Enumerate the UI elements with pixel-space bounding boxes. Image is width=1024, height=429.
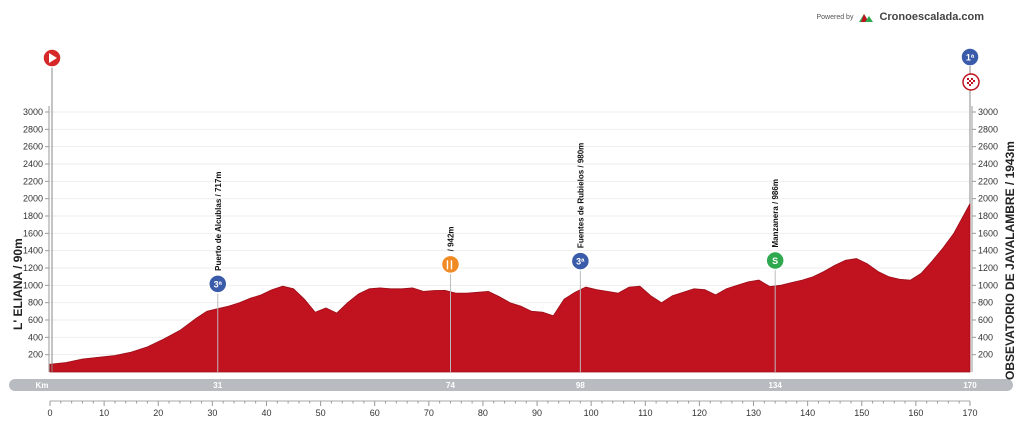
marker-label: / 942m <box>446 226 455 251</box>
y-tick-label: 2800 <box>978 124 998 134</box>
feed-zone-glyph <box>446 260 453 270</box>
x-tick-label: 50 <box>316 408 326 418</box>
x-tick-label: 60 <box>370 408 380 418</box>
marker-label: Manzanera / 986m <box>771 179 780 247</box>
profile-area <box>49 203 971 373</box>
km-bar-background <box>9 379 1013 391</box>
marker-category: 1ª <box>966 53 975 63</box>
sprint-icon <box>765 250 785 271</box>
x-tick-label: 40 <box>261 408 271 418</box>
km-bar: Km 31 74 98 134 170 <box>9 379 1013 391</box>
marker-label: Puerto de Alcublas / 717m <box>214 172 223 271</box>
y-tick-label: 2600 <box>23 142 43 152</box>
mountain-logo-icon <box>859 13 874 22</box>
y-tick-label: 2800 <box>23 124 43 134</box>
y-tick-label: 2400 <box>23 159 43 169</box>
y-tick-label: 1400 <box>978 246 998 256</box>
y-tick-label: 2400 <box>978 159 998 169</box>
start-location-label: L' ELIANA / 90m <box>11 238 25 330</box>
y-tick-label: 2000 <box>978 194 998 204</box>
finish-flag-check <box>969 80 971 82</box>
y-tick-label: 2200 <box>978 176 998 186</box>
finish-flag-check <box>971 82 973 84</box>
x-tick-label: 20 <box>153 408 163 418</box>
y-tick-label: 1600 <box>978 228 998 238</box>
y-tick-label: 3000 <box>978 107 998 117</box>
feed-icon <box>440 254 461 275</box>
endpoint-labels: L' ELIANA / 90m OBSEVATORIO DE JAVALAMBR… <box>11 141 1017 380</box>
x-tick-label: 140 <box>800 408 815 418</box>
finish-location-label: OBSEVATORIO DE JAVALAMBRE / 1943m <box>1003 141 1017 380</box>
x-tick-label: 120 <box>692 408 707 418</box>
y-tick-label: 800 <box>28 298 43 308</box>
x-axis: 0 10 20 30 40 50 60 70 80 90 100 110 120 130 140 150 160… <box>47 400 978 418</box>
y-tick-label: 1000 <box>978 280 998 290</box>
x-tick-label: 130 <box>746 408 761 418</box>
km-bar-value: 31 <box>213 381 222 390</box>
x-tick-label: 0 <box>47 408 52 418</box>
marker-category: S <box>772 256 778 266</box>
y-tick-label: 1400 <box>23 246 43 256</box>
km-bar-value: 74 <box>446 381 455 390</box>
km-bar-value: 98 <box>576 381 585 390</box>
finish-flag-check <box>969 84 971 86</box>
x-tick-label: 80 <box>478 408 488 418</box>
km-bar-value: 170 <box>963 381 977 390</box>
y-axis-left: 200 400 600 800 1000 1200 1400 1600 1800 2000 2200… <box>23 106 50 372</box>
y-axis-right: 200 400 600 800 1000 1200 1400 1600 1800 2000 2200… <box>971 106 998 372</box>
km-bar-value: 134 <box>768 381 782 390</box>
x-tick-label: 160 <box>908 408 923 418</box>
finish-flag-check <box>967 82 969 84</box>
y-tick-label: 2200 <box>23 176 43 186</box>
marker-category: 3ª <box>576 257 585 267</box>
y-tick-label: 1200 <box>978 263 998 273</box>
y-tick-label: 1600 <box>23 228 43 238</box>
x-tick-label: 100 <box>584 408 599 418</box>
y-tick-label: 600 <box>28 315 43 325</box>
x-tick-label: 150 <box>854 408 869 418</box>
y-tick-label: 1000 <box>23 280 43 290</box>
x-tick-label: 30 <box>207 408 217 418</box>
climb-icon <box>208 274 228 294</box>
x-tick-label: 10 <box>99 408 109 418</box>
y-tick-label: 1200 <box>23 263 43 273</box>
y-tick-label: 2600 <box>978 142 998 152</box>
y-tick-label: 200 <box>978 350 993 360</box>
finish-flag-check <box>967 78 969 80</box>
x-tick-label: 90 <box>532 408 542 418</box>
marker-label: Fuentes de Rubielos / 980m <box>576 143 585 248</box>
finish-flag-check <box>973 80 975 82</box>
y-tick-label: 200 <box>28 350 43 360</box>
x-tick-label: 110 <box>638 408 652 418</box>
branding: Powered by Cronoescalada.com <box>816 11 984 23</box>
profile-layer <box>49 203 971 373</box>
y-tick-label: 600 <box>978 315 993 325</box>
y-tick-label: 800 <box>978 298 993 308</box>
markers-layer: 3ª Puerto de Alcublas / 717m / 942m 3ª Fuent… <box>208 47 980 372</box>
site-name[interactable]: Cronoescalada.com <box>879 11 984 23</box>
y-tick-label: 1800 <box>978 211 998 221</box>
y-tick-label: 2000 <box>23 194 43 204</box>
finish-flag-check <box>971 78 973 80</box>
km-bar-label: Km <box>36 381 49 390</box>
climb-icon <box>570 251 591 271</box>
y-tick-label: 400 <box>28 332 43 342</box>
start-arrow-icon <box>49 53 57 63</box>
start-finish-icons <box>42 48 980 372</box>
x-tick-label: 170 <box>962 408 977 418</box>
x-tick-label: 70 <box>424 408 434 418</box>
y-tick-label: 3000 <box>23 107 43 117</box>
marker-category: 3ª <box>214 279 223 289</box>
y-tick-label: 1800 <box>23 211 43 221</box>
y-tick-label: 400 <box>978 332 993 342</box>
powered-by-text: Powered by <box>816 13 854 21</box>
